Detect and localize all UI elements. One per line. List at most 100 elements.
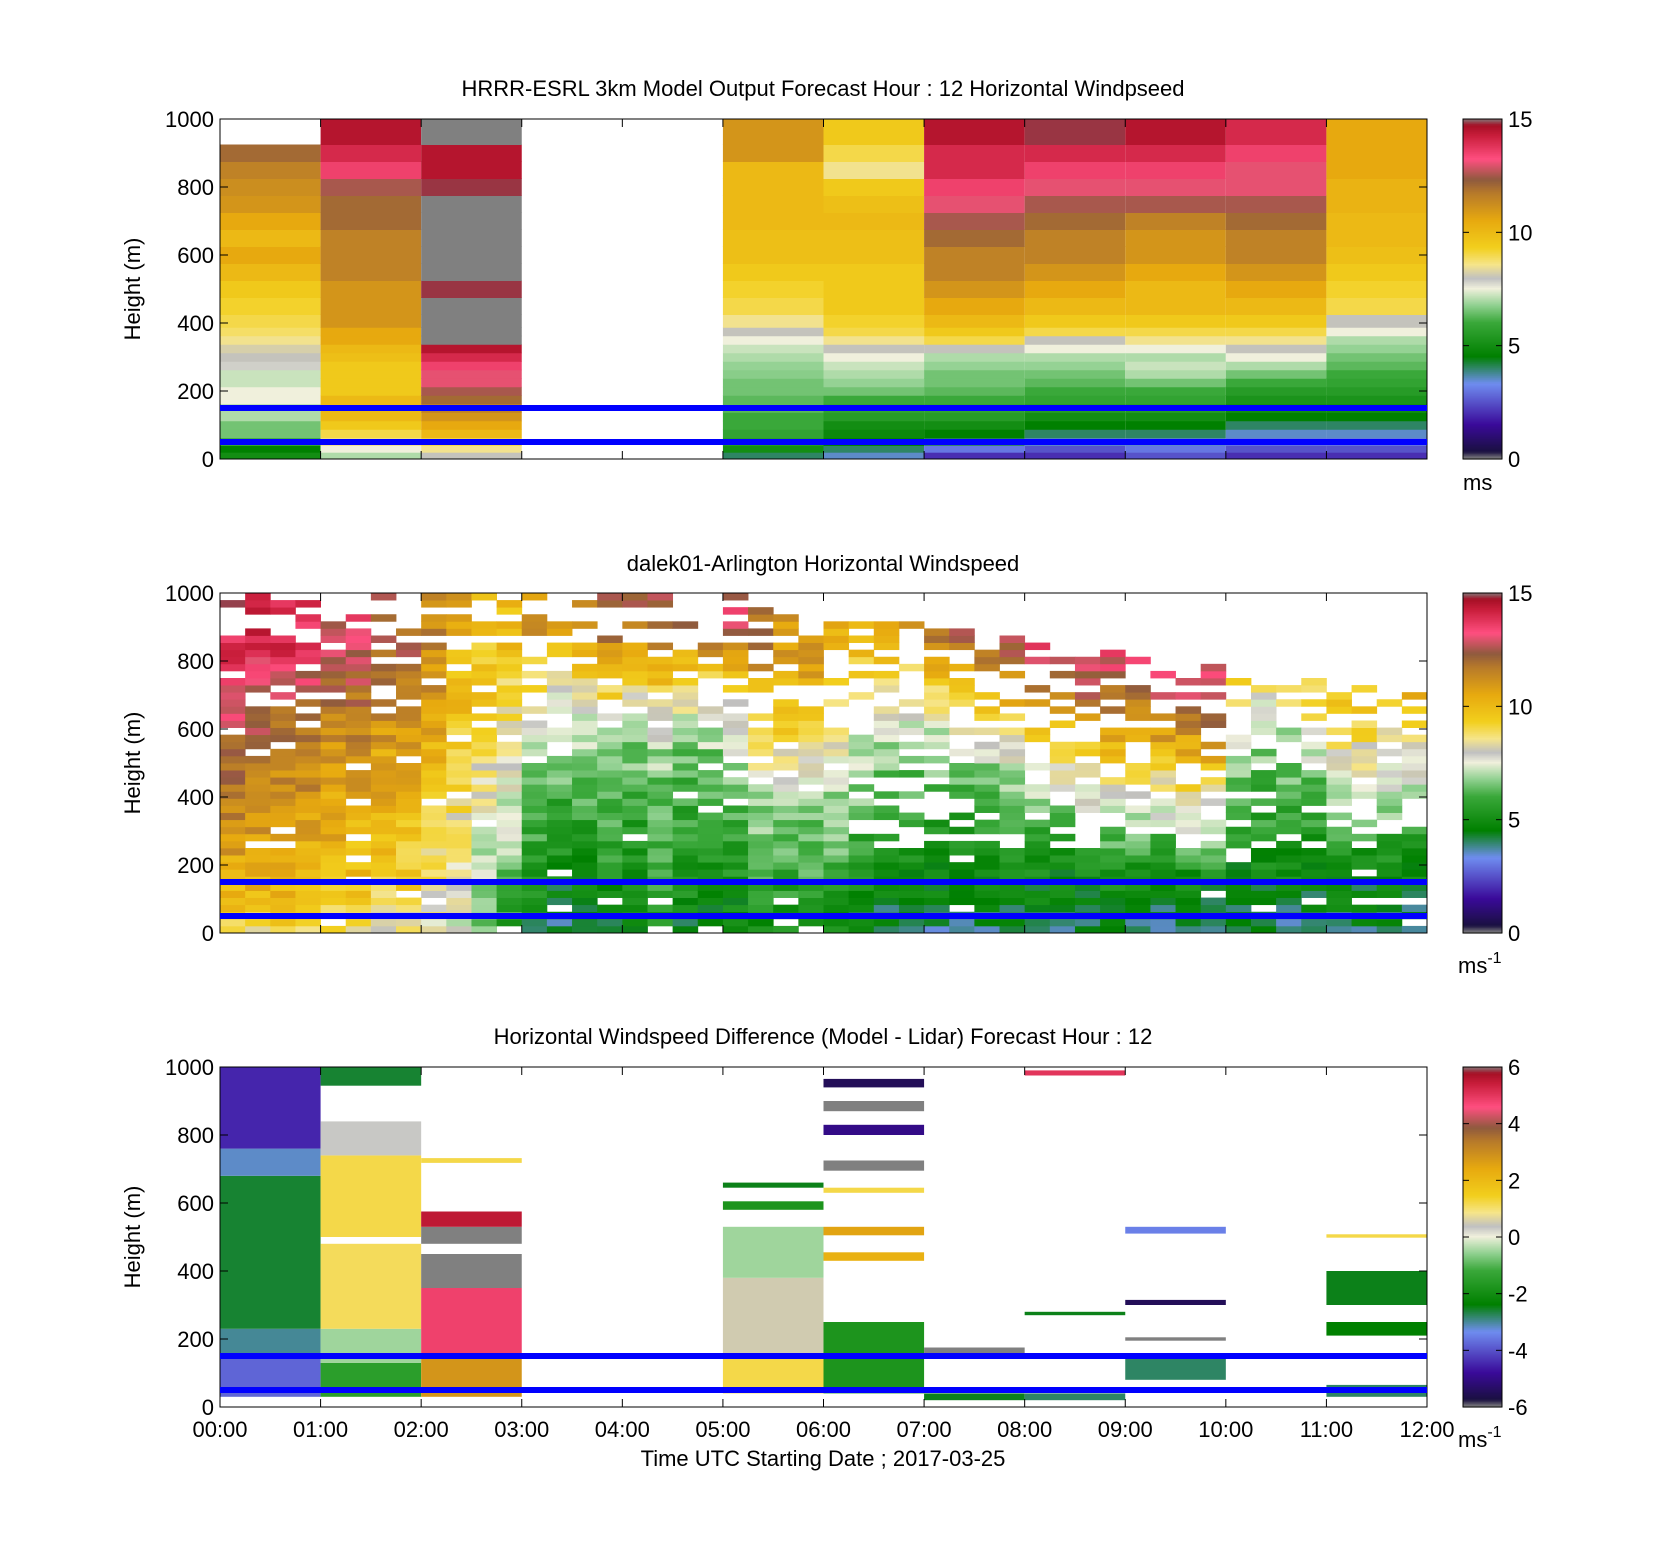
heatmap-cell [748,791,774,799]
y-tick-label: 1000 [165,107,214,132]
colorbar-swatch [1463,881,1502,884]
heatmap-cell [1250,798,1277,806]
heatmap-cell [798,642,824,651]
colorbar-swatch [1463,1323,1502,1326]
heatmap-cell [471,727,498,736]
heatmap-cell [873,883,900,891]
heatmap-cell [672,862,699,870]
colorbar-swatch [1463,131,1502,134]
heatmap-cell [1326,784,1352,792]
heatmap-cell [295,819,321,828]
heatmap-cell [597,890,623,898]
heatmap-cell [924,452,1025,460]
heatmap-cell [295,840,321,849]
colorbar-swatch [1463,1333,1502,1336]
heatmap-cell [1225,777,1252,785]
heatmap-cell [396,685,422,693]
colorbar-swatch [1463,1405,1502,1408]
colorbar-swatch [1463,1377,1502,1380]
heatmap-cell [722,727,749,736]
colorbar-swatch [1463,435,1502,438]
heatmap-cell [697,649,724,658]
heatmap-cell [1351,741,1378,750]
heatmap-cell [1250,918,1277,927]
heatmap-cell [848,755,875,764]
heatmap-cell [220,862,246,870]
heatmap-cell [873,656,900,665]
heatmap-cell [898,621,925,629]
heatmap-cell [1326,883,1352,891]
heatmap-cell [572,685,598,693]
colorbar-swatch [1463,1393,1502,1396]
y-tick-label: 200 [177,853,214,878]
colorbar-swatch [1463,1401,1502,1404]
heatmap-cell [320,685,347,693]
heatmap-cell [1049,890,1076,898]
heatmap-cell [546,862,573,870]
colorbar-swatch [1463,675,1502,678]
heatmap-cell [572,755,598,764]
colorbar-swatch [1463,925,1502,928]
heatmap-cell [1225,445,1327,453]
colorbar-swatch [1463,1075,1502,1078]
heatmap-cell [421,314,522,328]
heatmap-cell [647,600,674,608]
colorbar-swatch [1463,1191,1502,1194]
y-tick-label: 1000 [165,1055,214,1080]
heatmap-cell [471,642,498,651]
heatmap-cell [521,763,548,771]
heatmap-cell [396,805,422,813]
heatmap-cell [546,692,573,700]
heatmap-cell [722,812,749,821]
heatmap-cell [773,869,799,877]
heatmap-cell [597,748,623,757]
heatmap-cell [672,621,699,629]
heatmap-cell [1125,727,1151,736]
heatmap-cell [949,642,975,651]
heatmap-cell [924,862,950,870]
colorbar-tick-label: 0 [1508,921,1520,946]
heatmap-cell [572,791,598,799]
heatmap-cell [1401,791,1428,799]
heatmap-cell [1125,855,1151,863]
heatmap-cell [521,685,548,693]
colorbar-swatch [1463,1231,1502,1234]
heatmap-cell [471,734,498,743]
colorbar-swatch [1463,119,1502,122]
heatmap-cell [924,706,950,714]
colorbar-swatch [1463,241,1502,244]
heatmap-cell [521,819,548,828]
heatmap-cell [220,1148,321,1176]
colorbar-swatch [1463,1239,1502,1242]
heatmap-cell [295,741,321,750]
colorbar-swatch [1463,1089,1502,1092]
heatmap-cell [1376,862,1403,870]
heatmap-cell [270,607,296,615]
heatmap-cell [924,713,950,721]
heatmap-cell [1326,452,1427,460]
heatmap-cell [320,420,422,430]
heatmap-cell [1276,727,1302,736]
colorbar-swatch [1463,273,1502,276]
colorbar-swatch [1463,1295,1502,1298]
heatmap-cell [647,883,674,891]
colorbar-swatch [1463,823,1502,826]
heatmap-cell [446,798,472,806]
heatmap-cell [1301,890,1327,898]
colorbar-swatch [1463,689,1502,692]
heatmap-cell [1100,833,1126,842]
heatmap-cell [722,826,749,835]
heatmap-cell [722,1201,824,1210]
heatmap-cell [220,452,321,460]
heatmap-cell [295,642,321,651]
heatmap-cell [496,897,523,906]
heatmap-cell [622,734,648,743]
heatmap-cell [999,904,1026,913]
heatmap-cell [370,840,397,849]
heatmap-cell [1024,897,1051,906]
heatmap-cell [446,727,472,736]
heatmap-cell [748,869,774,877]
heatmap-cell [1326,897,1352,906]
heatmap-cell [421,855,447,863]
heatmap-cell [1200,713,1227,721]
